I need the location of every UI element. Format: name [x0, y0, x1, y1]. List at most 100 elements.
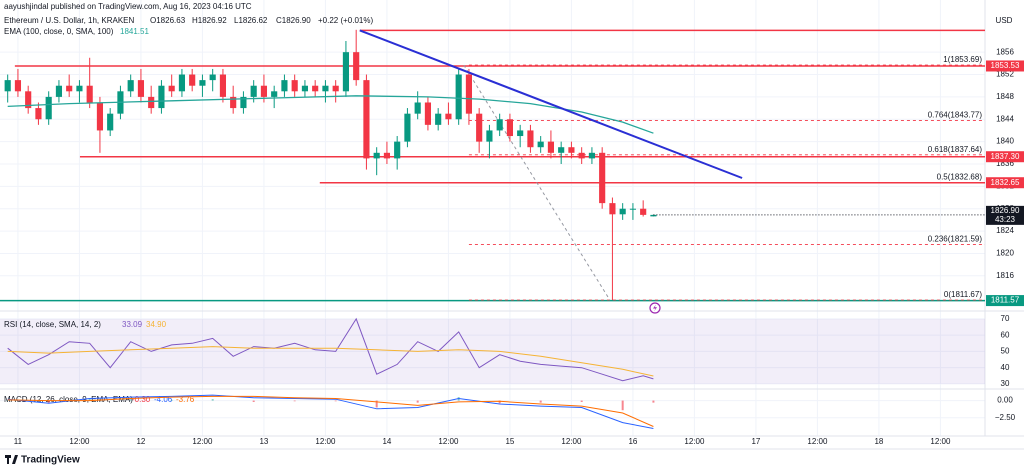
histogram-bar: [334, 400, 337, 402]
y-tick-label: 1824: [996, 226, 1014, 235]
level-tag-label: 1811.57: [991, 296, 1020, 305]
indicator-value: -0.30: [132, 395, 151, 404]
candle-body: [465, 74, 473, 114]
last-price-tag: [986, 205, 1024, 225]
x-tick-label: 12:00: [561, 437, 582, 446]
x-tick-label: 12:00: [438, 437, 459, 446]
y-tick-label: 40: [1001, 363, 1010, 372]
candle-body: [506, 119, 513, 137]
indicator-value: -3.76: [176, 395, 195, 404]
indicator-value: 34.90: [146, 320, 167, 329]
brand-name: TradingView: [21, 455, 80, 466]
candle-body: [178, 74, 186, 92]
candle-body: [45, 96, 52, 120]
candle-body: [588, 152, 595, 159]
x-tick-label: 12:00: [807, 437, 828, 446]
candle-body: [363, 80, 370, 159]
candle-body: [640, 208, 647, 215]
series-line: [7, 395, 654, 427]
candle-body: [496, 119, 503, 131]
histogram-bar: [580, 400, 583, 402]
ohlc-label: L1826.62: [234, 16, 268, 25]
x-tick-label: 12:00: [930, 437, 951, 446]
candle-body: [568, 147, 575, 153]
histogram-bar: [170, 399, 173, 401]
series-line: [7, 317, 654, 382]
fib-label: 0.5(1832.68): [937, 173, 983, 182]
candle-body: [424, 102, 432, 125]
y-tick-label: −2.50: [995, 413, 1016, 422]
candle-body: [66, 85, 73, 92]
candle-body: [4, 80, 11, 92]
ohlc-label: H1826.92: [192, 16, 227, 25]
candle-body: [558, 147, 565, 153]
candle-body: [281, 80, 288, 92]
fib-label: 1(1853.69): [943, 55, 982, 64]
brand-logo: [5, 455, 18, 464]
histogram-bar: [293, 400, 296, 402]
x-tick-label: 12:00: [192, 437, 213, 446]
candle-body: [55, 85, 63, 97]
candle-body: [86, 85, 93, 103]
indicator-value: 1841.51: [120, 27, 149, 36]
ohlc-label: O1826.63: [150, 16, 186, 25]
histogram-bar: [88, 398, 91, 401]
level-tag: [986, 60, 1024, 72]
candle-body: [14, 80, 22, 92]
histogram-bar: [539, 400, 542, 403]
x-tick-label: 12: [136, 437, 145, 446]
candle-body: [96, 102, 104, 131]
x-tick-label: 14: [382, 437, 391, 446]
candle-body: [578, 152, 585, 159]
candle-body: [35, 108, 42, 120]
y-tick-label: 1836: [996, 159, 1014, 168]
fib-label: 0.764(1843.77): [928, 111, 983, 120]
histogram-bar: [498, 400, 501, 404]
candle-body: [455, 74, 462, 120]
published-note: aayushjindal published on TradingView.co…: [4, 2, 252, 11]
x-tick-label: 12:00: [69, 437, 90, 446]
histogram-bar: [652, 400, 655, 403]
candle-body: [168, 85, 175, 92]
candle-body: [394, 141, 401, 159]
candle-body: [189, 74, 196, 86]
candle-body: [107, 113, 114, 131]
y-tick-label: 60: [1001, 330, 1010, 339]
candle-body: [301, 85, 309, 92]
x-tick-label: 13: [259, 437, 268, 446]
x-tick-label: 16: [628, 437, 637, 446]
lightning-icon: [649, 302, 661, 314]
candle-body: [291, 80, 298, 92]
currency-label: USD: [996, 16, 1013, 25]
y-tick-label: 1840: [996, 137, 1014, 146]
candle-body: [619, 208, 626, 215]
candle-body: [342, 52, 350, 92]
candle-body: [650, 214, 657, 217]
candle-body: [383, 152, 391, 159]
candle-body: [250, 85, 257, 97]
y-tick-label: 1844: [996, 114, 1014, 123]
candle-body: [76, 85, 83, 92]
series-line: [7, 394, 654, 429]
x-tick-label: 12:00: [684, 437, 705, 446]
histogram-bar: [211, 399, 214, 401]
x-tick-label: 17: [751, 437, 760, 446]
last-price-label: 1826.90: [991, 206, 1020, 215]
candle-body: [537, 141, 544, 148]
candle-body: [322, 85, 329, 92]
x-tick-label: 18: [874, 437, 883, 446]
y-tick-label: 30: [1001, 379, 1010, 388]
x-tick-label: 15: [505, 437, 514, 446]
level-tag: [986, 177, 1024, 189]
y-tick-label: 1852: [996, 70, 1014, 79]
candle-body: [148, 96, 155, 109]
candle-body: [517, 130, 524, 137]
x-tick-label: 11: [14, 437, 23, 446]
candle-body: [445, 113, 452, 120]
fib-label: 0(1811.67): [944, 290, 982, 299]
indicator-title: MACD (12, 26, close, 9, EMA, EMA): [4, 395, 133, 404]
indicator-title: EMA (100, close, 0, SMA, 100): [4, 27, 114, 36]
histogram-bar: [252, 400, 255, 402]
candle-body: [209, 74, 216, 81]
